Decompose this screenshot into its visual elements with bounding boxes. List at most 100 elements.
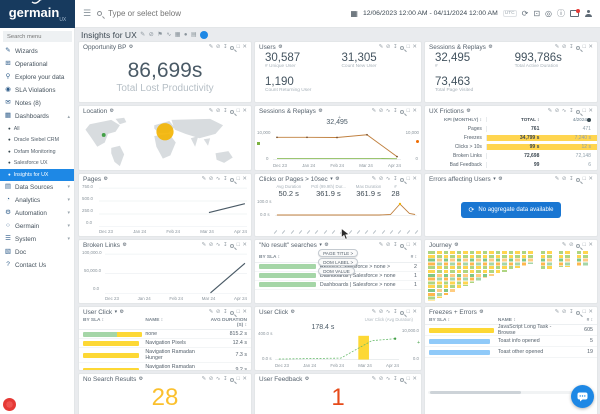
sidebar-item-operational[interactable]: ⊞ Operational <box>0 58 74 71</box>
export-icon[interactable]: ↧ <box>222 241 228 248</box>
signal-icon[interactable]: ∿ <box>385 175 391 182</box>
sidebar-item-dashboards[interactable]: ▦ Dashboards ▴ <box>0 110 74 123</box>
table-row[interactable]: Pages 761 471 <box>425 124 597 133</box>
close-icon[interactable]: ✕ <box>242 308 247 315</box>
link-icon[interactable]: ⊘ <box>561 308 567 315</box>
sidebar-item-wizards[interactable]: ✎ Wizards <box>0 45 74 58</box>
sidebar-subitem-all[interactable]: ● All <box>0 123 74 135</box>
column-header[interactable]: BY SLA <box>429 317 447 323</box>
sort-icon[interactable]: ↕ <box>101 317 105 323</box>
popout-icon[interactable]: □ <box>236 175 240 182</box>
filter-icon[interactable]: ▾ <box>114 309 118 315</box>
zoom-icon[interactable] <box>230 45 235 50</box>
table-row[interactable]: Navigation Ramadan Hunger 7.3 s <box>79 348 251 363</box>
horizontal-scrollbar[interactable] <box>428 391 594 394</box>
sort-icon[interactable]: ↕ <box>414 255 417 260</box>
popout-icon[interactable]: □ <box>582 107 586 114</box>
zoom-icon[interactable] <box>230 177 235 182</box>
column-header[interactable]: # <box>586 317 590 323</box>
sidebar-item-doc[interactable]: ▧ Doc <box>0 246 74 259</box>
gear-icon[interactable]: ⚙ <box>103 176 109 182</box>
zoom-icon[interactable] <box>576 243 581 248</box>
table-row[interactable]: Toast other opened 19 <box>425 347 597 358</box>
gear-icon[interactable]: ⚙ <box>488 44 493 50</box>
clicks-chart[interactable]: 100.0 s 0.0 s <box>255 199 421 236</box>
zoom-icon[interactable] <box>576 109 581 114</box>
zoom-icon[interactable] <box>230 109 235 114</box>
user-profile-icon[interactable] <box>584 9 592 18</box>
popout-icon[interactable]: □ <box>582 241 586 248</box>
popout-icon[interactable]: □ <box>406 375 410 382</box>
popout-icon[interactable]: □ <box>406 43 410 50</box>
sidebar-item-explore[interactable]: ⚲ Explore your data <box>0 71 74 84</box>
export-icon[interactable]: ↧ <box>222 175 228 182</box>
zoom-icon[interactable] <box>400 243 405 248</box>
link-icon[interactable]: ⊘ <box>385 241 391 248</box>
table-row[interactable]: JavaScript Long Task - Browse 605 <box>425 324 597 336</box>
sort-icon[interactable]: ↕ <box>513 317 516 323</box>
popout-icon[interactable]: □ <box>406 175 410 182</box>
link-icon[interactable]: ⊘ <box>378 175 384 182</box>
edit-icon[interactable]: ✎ <box>554 43 560 50</box>
edit-icon[interactable]: ✎ <box>208 308 214 315</box>
close-icon[interactable]: ✕ <box>242 375 247 382</box>
global-search-input[interactable] <box>108 9 345 18</box>
zoom-icon[interactable] <box>400 377 405 382</box>
table-row[interactable]: Navigation Pixels 12.4 s <box>79 339 251 348</box>
sort-icon[interactable]: ↕ <box>277 255 281 260</box>
horizontal-scrollbar[interactable] <box>428 170 594 171</box>
active-view-icon[interactable] <box>200 30 209 39</box>
sort-icon[interactable]: ↕ <box>479 117 482 122</box>
filter-icon[interactable]: ▾ <box>330 176 333 182</box>
export-icon[interactable]: ↧ <box>392 107 398 114</box>
zoom-icon[interactable] <box>400 45 405 50</box>
close-icon[interactable]: ✕ <box>242 107 247 114</box>
user-click-chart[interactable]: User Click (Avg Duration) 178.4 s 400.0 … <box>255 316 421 370</box>
link-icon[interactable]: ⊘ <box>148 31 154 38</box>
pages-chart[interactable]: 750.0 500.0 250.0 0.0 Dec 23 Jan 24 Feb … <box>79 183 251 236</box>
info-icon[interactable]: ⓘ <box>557 8 565 18</box>
popout-icon[interactable]: □ <box>406 107 410 114</box>
popout-icon[interactable]: □ <box>406 241 410 248</box>
gear-icon[interactable]: ⚙ <box>122 242 127 248</box>
link-icon[interactable]: ⊘ <box>215 308 221 315</box>
gear-icon[interactable]: ⚙ <box>119 309 125 315</box>
sort-icon[interactable]: ↕ <box>447 317 451 323</box>
edit-icon[interactable]: ✎ <box>201 175 207 182</box>
link-icon[interactable]: ⊘ <box>561 43 567 50</box>
close-icon[interactable]: ✕ <box>588 308 593 315</box>
export-icon[interactable]: ↧ <box>392 43 398 50</box>
export-icon[interactable]: ↧ <box>222 107 228 114</box>
edit-icon[interactable]: ✎ <box>378 43 384 50</box>
close-icon[interactable]: ✕ <box>412 375 417 382</box>
column-header[interactable]: 4/2024 <box>572 117 587 122</box>
table-row[interactable]: Bad Feedback 99 6 <box>425 160 597 169</box>
world-map[interactable] <box>79 115 251 170</box>
sidebar-item-automation[interactable]: ⚙ Automation ▾ <box>0 207 74 220</box>
zoom-icon[interactable] <box>230 310 235 315</box>
edit-icon[interactable]: ✎ <box>371 308 377 315</box>
bookmark-icon[interactable]: ⚑ <box>157 31 163 38</box>
filter-badge[interactable] <box>586 117 591 122</box>
edit-icon[interactable]: ✎ <box>547 107 553 114</box>
popout-icon[interactable]: □ <box>236 375 240 382</box>
sidebar-item-sla-violations[interactable]: ◉ SLA Violations <box>0 84 74 97</box>
table-row[interactable]: Clicks > 10s 99 s 12 s <box>425 142 597 151</box>
popout-icon[interactable]: □ <box>582 43 586 50</box>
sort-icon[interactable]: ↕ <box>160 317 164 323</box>
export-icon[interactable]: ↧ <box>392 241 398 248</box>
edit-icon[interactable]: ✎ <box>208 43 214 50</box>
monitor-alert-icon[interactable] <box>570 9 580 17</box>
zoom-icon[interactable] <box>576 310 581 315</box>
popout-icon[interactable]: □ <box>236 107 240 114</box>
edit-icon[interactable]: ✎ <box>201 375 207 382</box>
link-icon[interactable]: ⊘ <box>554 107 560 114</box>
target-icon[interactable]: ◎ <box>545 8 552 18</box>
close-icon[interactable]: ✕ <box>588 107 593 114</box>
edit-icon[interactable]: ✎ <box>208 107 214 114</box>
popout-icon[interactable]: □ <box>236 308 240 315</box>
sidebar-item-analytics[interactable]: ◔ Analytics ▾ <box>0 194 74 207</box>
export-icon[interactable]: ↧ <box>568 43 574 50</box>
export-icon[interactable]: ↧ <box>568 308 574 315</box>
link-icon[interactable]: ⊘ <box>215 107 221 114</box>
